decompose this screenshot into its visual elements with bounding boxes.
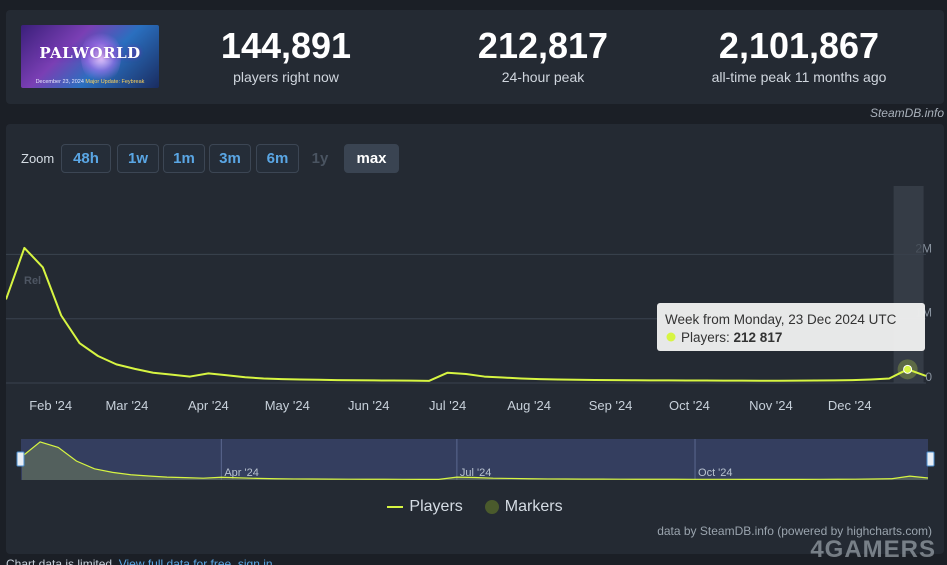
zoom-6m-button[interactable]: 6m bbox=[256, 144, 299, 173]
zoom-3m-button[interactable]: 3m bbox=[209, 144, 251, 173]
stat-current-value: 144,891 bbox=[220, 25, 352, 66]
faint-release-label: Rel bbox=[24, 275, 41, 287]
zoom-1w-button[interactable]: 1w bbox=[117, 144, 159, 173]
zoom-48h-button[interactable]: 48h bbox=[61, 144, 111, 173]
stat-all-time-peak: 2,101,867 all-time peak 11 months ago bbox=[689, 25, 909, 86]
stat-24h-label: 24-hour peak bbox=[501, 69, 585, 85]
x-tick-label: Aug '24 bbox=[507, 398, 551, 413]
navigator-label: Jul '24 bbox=[460, 467, 491, 479]
chart-legend: Players Markers bbox=[6, 498, 944, 516]
chart-credit[interactable]: data by SteamDB.info (powered by highcha… bbox=[657, 524, 932, 538]
chart-tooltip: Week from Monday, 23 Dec 2024 UTC Players… bbox=[657, 303, 925, 351]
legend-markers-swatch bbox=[484, 500, 499, 514]
thumbnail-glow bbox=[81, 29, 121, 85]
footer-text: Chart data is limited. bbox=[6, 557, 119, 565]
highlight-band bbox=[893, 186, 924, 383]
tooltip-box bbox=[657, 303, 925, 351]
thumbnail-logo: PALWORLD bbox=[39, 44, 141, 62]
y-tick-label: 0 bbox=[925, 370, 932, 384]
navigator-series-area bbox=[22, 441, 928, 480]
tooltip-header: Week from Monday, 23 Dec 2024 UTC bbox=[665, 312, 897, 327]
tooltip-series: Players: 212 817 bbox=[681, 330, 782, 345]
game-thumbnail[interactable]: PALWORLD December 23, 2024 Major Update:… bbox=[21, 25, 159, 88]
navigator-handle-right[interactable] bbox=[926, 451, 935, 467]
navigator-series-line bbox=[21, 441, 929, 480]
watermark: 4GAMERS bbox=[810, 536, 936, 563]
navigator-window bbox=[21, 439, 928, 480]
navigator-handle-left[interactable] bbox=[16, 451, 25, 467]
x-tick-label: Feb '24 bbox=[29, 398, 72, 413]
hover-point bbox=[903, 364, 913, 374]
x-tick-label: Nov '24 bbox=[749, 398, 793, 413]
stat-24h-value: 212,817 bbox=[477, 25, 609, 66]
stats-bar: PALWORLD December 23, 2024 Major Update:… bbox=[6, 10, 944, 104]
stat-current-label: players right now bbox=[233, 69, 339, 85]
footer-link[interactable]: View full data for free, sign in. bbox=[118, 557, 276, 565]
tooltip-series-dot bbox=[666, 332, 676, 342]
legend-markers[interactable]: Markers bbox=[484, 498, 563, 516]
legend-markers-label: Markers bbox=[504, 498, 563, 515]
legend-players-swatch bbox=[387, 506, 404, 508]
stat-alltime-value: 2,101,867 bbox=[718, 25, 880, 66]
stat-24h-peak: 212,817 24-hour peak bbox=[458, 25, 628, 86]
x-tick-label: Oct '24 bbox=[669, 398, 710, 413]
legend-players[interactable]: Players bbox=[387, 498, 463, 516]
thumbnail-date: December 23, 2024 bbox=[35, 79, 84, 85]
source-credit[interactable]: SteamDB.info bbox=[869, 106, 944, 120]
x-tick-label: Apr '24 bbox=[188, 398, 229, 413]
tooltip-value: 212 817 bbox=[734, 330, 783, 345]
navigator-label: Oct '24 bbox=[698, 467, 733, 479]
footer-note: Chart data is limited. View full data fo… bbox=[6, 557, 276, 565]
zoom-label: Zoom bbox=[21, 151, 55, 166]
x-tick-label: Sep '24 bbox=[589, 398, 633, 413]
players-series-line bbox=[6, 246, 927, 382]
navigator-label: Apr '24 bbox=[224, 467, 259, 479]
zoom-max-button[interactable]: max bbox=[344, 144, 399, 173]
x-tick-label: Jul '24 bbox=[429, 398, 466, 413]
thumbnail-update: Major Update: Feybreak bbox=[85, 79, 145, 85]
x-tick-label: Mar '24 bbox=[105, 398, 148, 413]
stat-current-players: 144,891 players right now bbox=[201, 25, 371, 86]
zoom-1y-button: 1y bbox=[311, 150, 329, 167]
x-tick-label: May '24 bbox=[265, 398, 310, 413]
zoom-1m-button[interactable]: 1m bbox=[163, 144, 205, 173]
stat-alltime-label: all-time peak 11 months ago bbox=[711, 69, 887, 85]
x-tick-label: Dec '24 bbox=[828, 398, 872, 413]
x-tick-label: Jun '24 bbox=[348, 398, 390, 413]
thumbnail-caption: December 23, 2024 Major Update: Feybreak bbox=[21, 79, 159, 85]
legend-players-label: Players bbox=[409, 498, 463, 515]
chart-panel: Zoom 48h 1w 1m 3m 6m 1y max 2M1M0RelFeb … bbox=[6, 124, 944, 563]
